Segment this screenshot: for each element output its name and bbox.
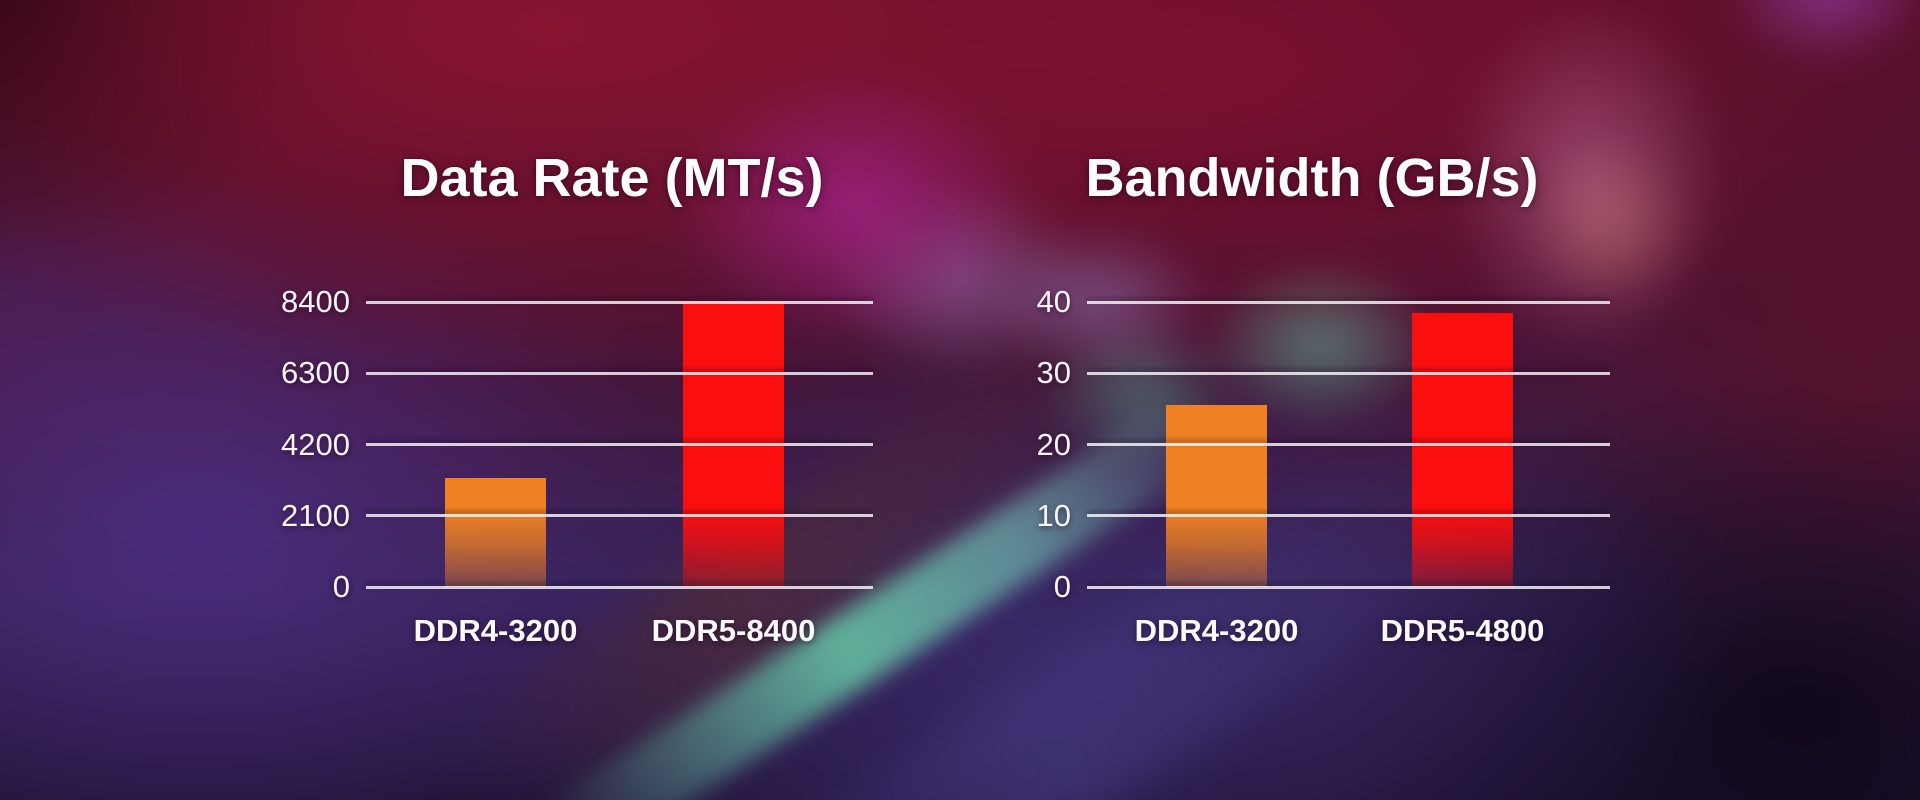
y-axis-tick-label: 0 (1053, 569, 1071, 604)
y-axis-tick-label: 40 (1036, 284, 1071, 319)
y-axis-tick-label: 10 (1036, 497, 1071, 533)
gridline-40 (1087, 300, 1610, 304)
gridline-30 (1087, 371, 1610, 375)
gridline-10 (1087, 514, 1610, 518)
bar-ddr5-4800 (1412, 313, 1513, 587)
bar-ddr4-3200 (1166, 404, 1267, 587)
chart-title-bandwidth: Bandwidth (GB/s) (1085, 148, 1539, 208)
x-category-label: DDR5-4800 (1380, 613, 1545, 648)
y-axis-tick-label: 20 (1036, 426, 1071, 462)
gridline-20 (1087, 443, 1610, 446)
gridline-0 (1087, 585, 1610, 589)
y-axis-tick-label: 30 (1036, 355, 1071, 391)
chart-title-data-rate: Data Rate (MT/s) (400, 148, 824, 208)
